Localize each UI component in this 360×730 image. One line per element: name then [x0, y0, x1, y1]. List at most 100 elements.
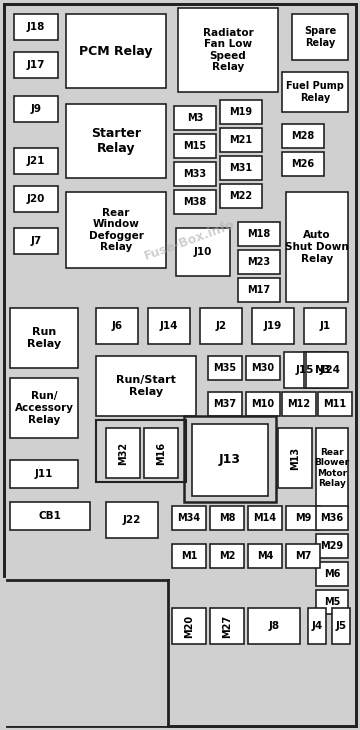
Text: Radiator
Fan Low
Speed
Relay: Radiator Fan Low Speed Relay: [203, 28, 253, 72]
Bar: [248, 544, 282, 568]
Bar: [192, 424, 268, 496]
Bar: [208, 392, 242, 416]
Text: M19: M19: [229, 107, 253, 117]
Text: M7: M7: [295, 551, 311, 561]
Text: Fuel Pump
Relay: Fuel Pump Relay: [286, 81, 344, 103]
Bar: [282, 392, 316, 416]
Text: J4: J4: [311, 621, 323, 631]
Bar: [308, 608, 326, 644]
Text: J9: J9: [31, 104, 41, 114]
Text: M32: M32: [118, 442, 128, 464]
Text: J7: J7: [30, 236, 42, 246]
Bar: [96, 420, 186, 482]
Bar: [178, 8, 278, 92]
Text: J14: J14: [160, 321, 178, 331]
Text: M35: M35: [213, 363, 237, 373]
Text: M33: M33: [184, 169, 207, 179]
Bar: [144, 428, 178, 478]
Text: J6: J6: [112, 321, 122, 331]
Bar: [148, 308, 190, 344]
Bar: [10, 378, 78, 438]
Bar: [210, 544, 244, 568]
Bar: [316, 506, 348, 530]
Bar: [10, 308, 78, 368]
Text: M28: M28: [291, 131, 315, 141]
Text: J5: J5: [336, 621, 347, 631]
Bar: [238, 250, 280, 274]
Text: Run/Start
Relay: Run/Start Relay: [116, 375, 176, 397]
Text: M20: M20: [184, 615, 194, 637]
Bar: [66, 192, 166, 268]
Bar: [14, 52, 58, 78]
Text: M30: M30: [251, 363, 275, 373]
Text: CB1: CB1: [39, 511, 62, 521]
Text: M5: M5: [324, 597, 340, 607]
Text: M31: M31: [229, 163, 253, 173]
Text: Rear
Blower
Motor
Relay: Rear Blower Motor Relay: [314, 448, 350, 488]
Bar: [210, 608, 244, 644]
Bar: [248, 608, 300, 644]
Bar: [174, 106, 216, 130]
Text: Fuse-Box.info: Fuse-Box.info: [143, 218, 237, 263]
Text: Spare
Relay: Spare Relay: [304, 26, 336, 47]
Bar: [14, 148, 58, 174]
Text: J19: J19: [264, 321, 282, 331]
Bar: [96, 356, 196, 416]
Bar: [10, 460, 78, 488]
Text: M26: M26: [292, 159, 315, 169]
Bar: [316, 590, 348, 614]
Text: M38: M38: [183, 197, 207, 207]
Bar: [172, 544, 206, 568]
Text: J17: J17: [27, 60, 45, 70]
Bar: [210, 506, 244, 530]
Text: M37: M37: [213, 399, 237, 409]
Bar: [176, 228, 230, 276]
Text: J2: J2: [215, 321, 226, 331]
Bar: [248, 506, 282, 530]
Text: M16: M16: [156, 442, 166, 464]
Bar: [278, 428, 312, 488]
Bar: [174, 190, 216, 214]
Text: M21: M21: [229, 135, 253, 145]
Text: M13: M13: [290, 447, 300, 469]
Text: M15: M15: [184, 141, 207, 151]
Text: J20: J20: [27, 194, 45, 204]
Bar: [286, 506, 320, 530]
Bar: [106, 428, 140, 478]
Text: M9: M9: [295, 513, 311, 523]
Bar: [200, 308, 242, 344]
Bar: [246, 356, 280, 380]
Bar: [332, 608, 350, 644]
Text: J15: J15: [296, 365, 314, 375]
Bar: [106, 502, 158, 538]
Text: M2: M2: [219, 551, 235, 561]
Text: J18: J18: [27, 22, 45, 32]
Bar: [316, 428, 348, 508]
Text: Run/
Accessory
Relay: Run/ Accessory Relay: [14, 391, 73, 425]
Text: M1: M1: [181, 551, 197, 561]
Bar: [220, 156, 262, 180]
Text: J22: J22: [123, 515, 141, 525]
Bar: [316, 534, 348, 558]
Bar: [304, 308, 346, 344]
Bar: [172, 608, 206, 644]
Bar: [208, 356, 242, 380]
Bar: [238, 222, 280, 246]
Bar: [282, 152, 324, 176]
Text: Starter
Relay: Starter Relay: [91, 127, 141, 155]
Bar: [220, 128, 262, 152]
Bar: [66, 104, 166, 178]
Text: M12: M12: [287, 399, 311, 409]
Text: M14: M14: [253, 513, 276, 523]
Text: M10: M10: [251, 399, 275, 409]
Bar: [306, 352, 348, 388]
Bar: [14, 14, 58, 40]
Text: J21: J21: [27, 156, 45, 166]
Text: M4: M4: [257, 551, 273, 561]
Text: M36: M36: [320, 513, 343, 523]
Text: J11: J11: [35, 469, 53, 479]
Bar: [286, 192, 348, 302]
Text: J8: J8: [269, 621, 280, 631]
Text: Auto
Shut Down
Relay: Auto Shut Down Relay: [285, 231, 349, 264]
Text: M11: M11: [323, 399, 347, 409]
